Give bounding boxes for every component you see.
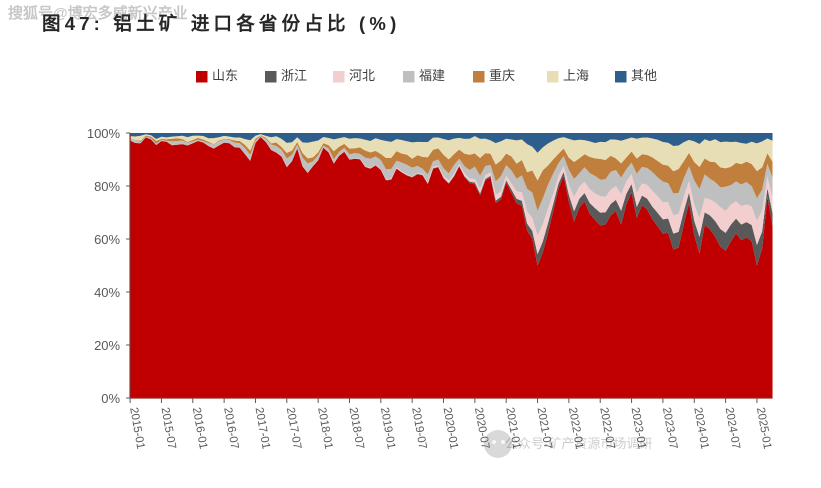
svg-text:重庆: 重庆 — [489, 68, 515, 83]
svg-text:0%: 0% — [101, 391, 120, 406]
svg-text:2025-01: 2025-01 — [754, 406, 773, 450]
svg-text:2024-01: 2024-01 — [691, 406, 710, 450]
svg-text:2016-07: 2016-07 — [221, 406, 240, 450]
svg-text:20%: 20% — [94, 338, 120, 353]
svg-text:100%: 100% — [87, 126, 121, 141]
svg-text:2016-01: 2016-01 — [190, 406, 209, 450]
svg-text:2017-07: 2017-07 — [284, 406, 303, 450]
svg-text:60%: 60% — [94, 232, 120, 247]
svg-text:2019-01: 2019-01 — [378, 406, 397, 450]
svg-text:其他: 其他 — [631, 68, 657, 83]
svg-text:80%: 80% — [94, 179, 120, 194]
svg-text:2020-01: 2020-01 — [441, 406, 460, 450]
svg-text:2017-01: 2017-01 — [253, 406, 272, 450]
svg-text:2023-07: 2023-07 — [660, 406, 679, 450]
svg-text:2015-07: 2015-07 — [158, 406, 177, 450]
svg-text:2018-07: 2018-07 — [347, 406, 366, 450]
svg-text:2018-01: 2018-01 — [315, 406, 334, 450]
svg-text:河北: 河北 — [349, 68, 375, 83]
svg-text:浙江: 浙江 — [281, 68, 307, 83]
svg-text:上海: 上海 — [563, 68, 589, 83]
svg-text:40%: 40% — [94, 285, 120, 300]
svg-text:2019-07: 2019-07 — [409, 406, 428, 450]
svg-text:2015-01: 2015-01 — [127, 406, 146, 450]
svg-text:2024-07: 2024-07 — [723, 406, 742, 450]
svg-text:福建: 福建 — [419, 68, 445, 83]
svg-text:山东: 山东 — [212, 68, 238, 83]
